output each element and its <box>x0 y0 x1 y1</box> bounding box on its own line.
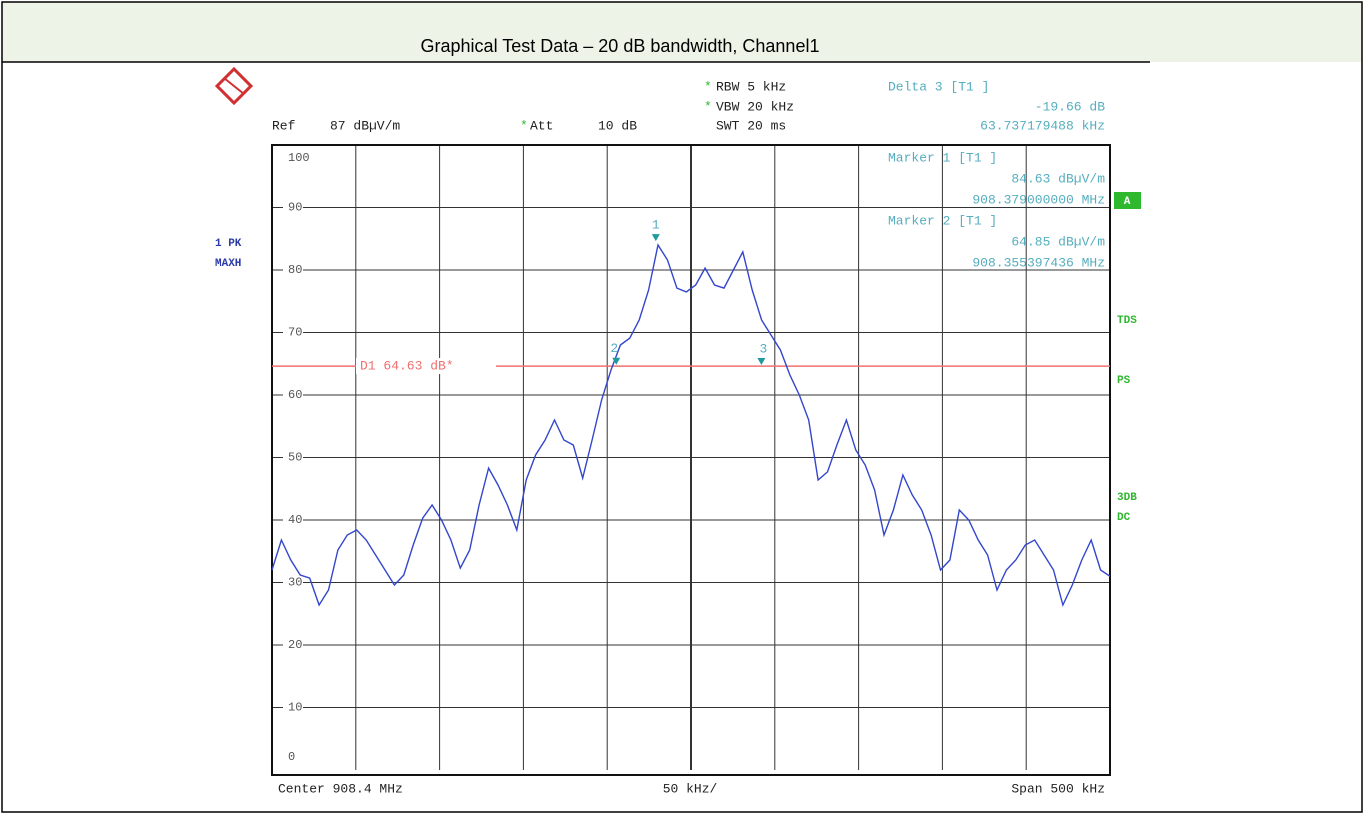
m1-level: 84.63 dBµV/m <box>1011 171 1105 186</box>
rs-logo <box>214 66 254 106</box>
y-tick-label: 30 <box>288 576 302 590</box>
ref-label: Ref <box>272 118 295 133</box>
trace-label: 1 PK <box>215 238 242 250</box>
delta-freq: 63.737179488 kHz <box>980 118 1105 133</box>
y-tick-label: 80 <box>288 263 302 277</box>
rbw: RBW 5 kHz <box>716 79 786 94</box>
m2-freq: 908.355397436 MHz <box>972 255 1105 270</box>
tick-gap <box>283 264 303 276</box>
page-title: Graphical Test Data – 20 dB bandwidth, C… <box>421 36 820 56</box>
marker-label: 1 <box>652 218 660 233</box>
tick-gap <box>283 576 303 589</box>
y-tick-label: 50 <box>288 451 302 465</box>
star: * <box>704 79 712 94</box>
display-label-bg <box>356 358 496 375</box>
m2-level: 64.85 dBµV/m <box>1011 234 1105 249</box>
footer-span: Span 500 kHz <box>1011 781 1105 796</box>
y-tick-label: 20 <box>288 638 302 652</box>
trace <box>271 243 1111 608</box>
plot-frame <box>271 144 1111 776</box>
att-label: Att <box>530 118 553 133</box>
trace-label: MAXH <box>215 258 241 270</box>
delta-title: Delta 3 [T1 ] <box>888 79 989 94</box>
tick-gap <box>283 639 303 651</box>
y-tick-label: 70 <box>288 326 302 340</box>
swt: SWT 20 ms <box>716 118 786 133</box>
marker <box>757 358 766 365</box>
y-tick-label: 90 <box>288 201 302 215</box>
marker-label: 3 <box>759 341 767 356</box>
tick-gap <box>283 701 303 714</box>
logo-stroke <box>223 77 245 95</box>
tick-gap <box>283 514 303 526</box>
vbw: VBW 20 kHz <box>716 99 794 114</box>
side-box <box>1114 192 1141 209</box>
y-tick-label: 0 <box>288 750 295 764</box>
footer-center: Center 908.4 MHz <box>278 781 403 796</box>
display-line-label: D1 64.63 dB* <box>360 359 454 374</box>
side-label: TDS <box>1117 315 1137 327</box>
tick-gap <box>283 451 303 464</box>
y-tick-label: 10 <box>288 701 302 715</box>
att-value: 10 dB <box>598 118 637 133</box>
side-label: 3DB <box>1117 492 1137 504</box>
y-tick-label: 100 <box>288 151 310 165</box>
header-bg <box>2 2 1362 62</box>
y-tick-label: 60 <box>288 388 302 402</box>
tick-gap <box>283 389 303 401</box>
marker <box>651 234 660 242</box>
marker <box>612 357 621 365</box>
footer-div: 50 kHz/ <box>663 781 718 796</box>
side-label: PS <box>1117 375 1131 387</box>
star: * <box>704 99 712 114</box>
m1-freq: 908.379000000 MHz <box>972 192 1105 207</box>
delta-level: -19.66 dB <box>1035 99 1105 114</box>
tick-gap <box>283 201 303 214</box>
tick-gap <box>283 326 303 339</box>
star: * <box>520 118 528 133</box>
ref-level: 87 dBµV/m <box>330 118 400 133</box>
side-label: A <box>1124 196 1131 208</box>
marker-label: 2 <box>610 341 618 356</box>
side-label: DC <box>1117 512 1131 524</box>
y-tick-label: 40 <box>288 513 302 527</box>
